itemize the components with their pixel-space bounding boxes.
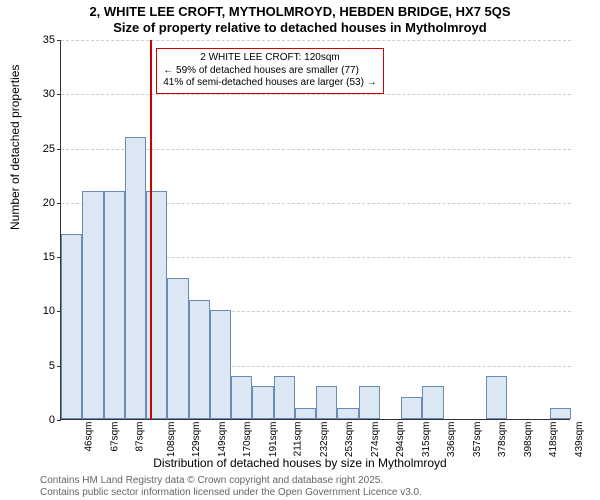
histogram-bar: [125, 137, 146, 419]
histogram-bar: [359, 386, 380, 419]
ytick-mark: [57, 40, 61, 41]
ytick-mark: [57, 149, 61, 150]
footer-attribution-1: Contains HM Land Registry data © Crown c…: [40, 475, 383, 486]
annotation-line-property: 2 WHITE LEE CROFT: 120sqm: [163, 52, 376, 65]
ytick-label: 30: [43, 88, 55, 100]
ytick-label: 5: [49, 360, 55, 372]
histogram-bar: [274, 376, 295, 419]
xtick-label: 46sqm: [84, 422, 95, 452]
ytick-label: 25: [43, 143, 55, 155]
histogram-bar: [295, 408, 316, 419]
property-marker-line: [150, 40, 152, 420]
ytick-mark: [57, 94, 61, 95]
histogram-bar: [422, 386, 443, 419]
histogram-bar: [550, 408, 571, 419]
xtick-label: 149sqm: [217, 422, 228, 458]
xtick-label: 336sqm: [446, 422, 457, 458]
histogram-bar: [146, 191, 167, 419]
xtick-label: 191sqm: [268, 422, 279, 458]
xtick-label: 232sqm: [319, 422, 330, 458]
x-axis-label: Distribution of detached houses by size …: [0, 456, 600, 470]
xtick-label: 87sqm: [135, 422, 146, 452]
plot-area: 0510152025303546sqm67sqm87sqm108sqm129sq…: [60, 40, 570, 420]
xtick-label: 129sqm: [191, 422, 202, 458]
xtick-label: 398sqm: [523, 422, 534, 458]
histogram-bar: [167, 278, 188, 419]
xtick-label: 294sqm: [395, 422, 406, 458]
gridline: [61, 94, 571, 95]
histogram-bar: [82, 191, 103, 419]
xtick-label: 170sqm: [242, 422, 253, 458]
ytick-label: 35: [43, 34, 55, 46]
histogram-bar: [252, 386, 273, 419]
annotation-line-smaller: ← 59% of detached houses are smaller (77…: [163, 65, 376, 78]
histogram-bar: [486, 376, 507, 419]
gridline: [61, 40, 571, 41]
chart-title-line1: 2, WHITE LEE CROFT, MYTHOLMROYD, HEBDEN …: [0, 4, 600, 19]
xtick-label: 315sqm: [421, 422, 432, 458]
histogram-bar: [189, 300, 210, 419]
y-axis-label: Number of detached properties: [8, 65, 22, 230]
annotation-box: 2 WHITE LEE CROFT: 120sqm← 59% of detach…: [156, 48, 383, 94]
xtick-label: 378sqm: [497, 422, 508, 458]
histogram-bar: [210, 310, 231, 419]
footer-attribution-2: Contains public sector information licen…: [40, 487, 422, 498]
ytick-mark: [57, 420, 61, 421]
xtick-label: 211sqm: [292, 422, 303, 457]
histogram-bar: [337, 408, 358, 419]
chart-container: 0510152025303546sqm67sqm87sqm108sqm129sq…: [60, 40, 570, 420]
annotation-line-larger: 41% of semi-detached houses are larger (…: [163, 77, 376, 90]
histogram-bar: [61, 234, 82, 419]
histogram-bar: [231, 376, 252, 419]
ytick-label: 20: [43, 197, 55, 209]
ytick-label: 10: [43, 305, 55, 317]
xtick-label: 418sqm: [548, 422, 559, 458]
xtick-label: 357sqm: [472, 422, 483, 458]
xtick-label: 439sqm: [574, 422, 585, 458]
xtick-label: 274sqm: [370, 422, 381, 458]
ytick-label: 0: [49, 414, 55, 426]
ytick-label: 15: [43, 251, 55, 263]
ytick-mark: [57, 203, 61, 204]
histogram-bar: [104, 191, 125, 419]
chart-title-line2: Size of property relative to detached ho…: [0, 20, 600, 35]
xtick-label: 67sqm: [109, 422, 120, 452]
histogram-bar: [401, 397, 422, 419]
xtick-label: 253sqm: [344, 422, 355, 458]
xtick-label: 108sqm: [166, 422, 177, 458]
histogram-bar: [316, 386, 337, 419]
